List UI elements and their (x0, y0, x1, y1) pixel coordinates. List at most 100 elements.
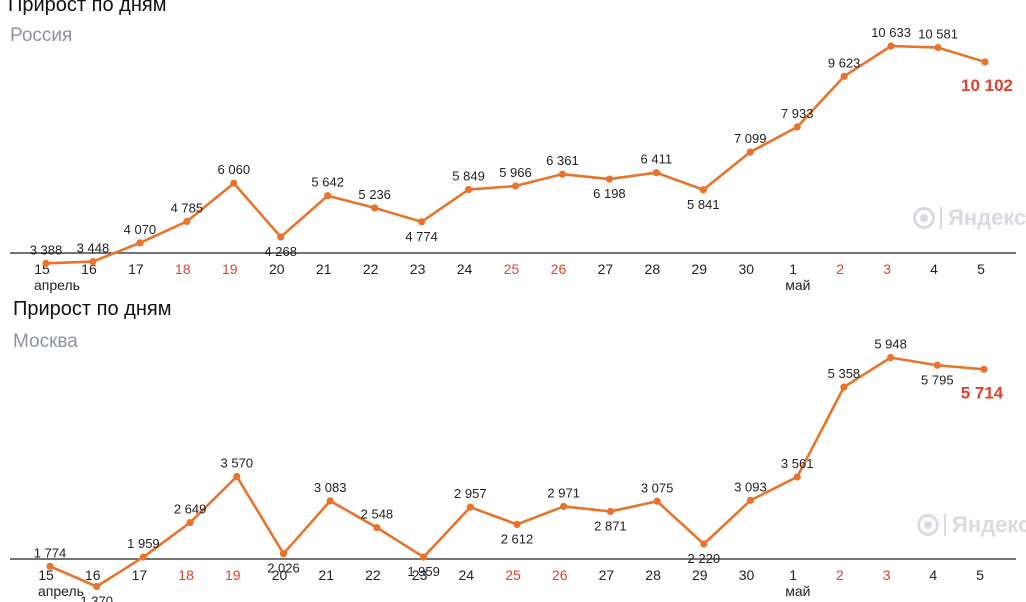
data-point (653, 497, 661, 505)
month-label: май (785, 277, 810, 293)
data-point (513, 520, 521, 528)
data-label: 6 060 (218, 162, 251, 177)
data-point (652, 169, 660, 177)
data-label: 2 612 (501, 531, 534, 546)
x-tick-label: 21 (318, 567, 334, 583)
data-label: 5 642 (311, 175, 344, 190)
x-tick-label: 17 (128, 261, 144, 277)
data-point (277, 233, 285, 241)
data-label: 4 774 (405, 229, 438, 244)
x-tick-label: 2 (836, 567, 844, 583)
line-chart-russia: 15 16 17 18 19 20 21 22 23 24 25 26 27 28 29 30 1 2 3 4 5апр… (10, 25, 1016, 293)
data-label: 5 795 (921, 372, 954, 387)
data-point (371, 204, 379, 212)
data-label: 2 026 (267, 561, 300, 576)
x-tick-label: 26 (551, 261, 567, 277)
data-point (466, 503, 474, 511)
data-label: 1 774 (34, 545, 67, 560)
data-label: 5 948 (874, 337, 907, 352)
month-label: май (785, 583, 810, 599)
x-tick-label: 3 (883, 567, 891, 583)
x-tick-label: 1 (789, 261, 797, 277)
yandex-watermark: Яндекс (913, 205, 1026, 231)
x-tick-label: 28 (645, 567, 661, 583)
x-tick-label: 27 (599, 567, 615, 583)
x-tick-label: 3 (883, 261, 891, 277)
x-tick-label: 25 (504, 261, 520, 277)
data-point (840, 383, 848, 391)
data-label: 10 633 (871, 25, 911, 40)
data-label: 3 083 (314, 480, 347, 495)
data-point (793, 473, 801, 481)
chart-panel-russia: Прирост по дням Россия Яндекс 15 16 17 18 19… (0, 0, 1026, 300)
data-point (933, 361, 941, 369)
data-label: 2 971 (547, 485, 580, 500)
x-tick-label: 1 (789, 567, 797, 583)
x-tick-label: 19 (222, 261, 238, 277)
x-tick-label: 5 (976, 567, 984, 583)
x-tick-label: 17 (132, 567, 148, 583)
watermark-divider (940, 207, 942, 229)
data-point (324, 192, 332, 200)
data-point (89, 257, 97, 266)
data-label: 3 448 (77, 241, 110, 256)
data-label: 2 220 (688, 551, 721, 566)
data-label: 10 102 (961, 76, 1013, 95)
data-label: 2 548 (361, 507, 394, 522)
data-label: 3 570 (221, 456, 254, 471)
x-tick-label: 19 (225, 567, 241, 583)
x-tick-label: 20 (269, 261, 285, 277)
data-label: 6 411 (641, 152, 673, 167)
data-point (558, 170, 567, 178)
data-label: 10 581 (918, 27, 958, 42)
chart-subtitle: Россия (10, 25, 73, 46)
data-label: 5 841 (687, 197, 720, 212)
x-tick-label: 28 (645, 261, 661, 277)
data-label: 3 561 (781, 456, 814, 471)
data-point (186, 518, 194, 527)
month-label: апрель (34, 277, 80, 293)
data-point (418, 218, 426, 226)
data-label: 5 236 (358, 187, 391, 202)
data-point (139, 553, 147, 561)
x-tick-label: 27 (598, 261, 614, 277)
data-point (560, 502, 568, 511)
x-tick-label: 25 (505, 567, 521, 583)
series-line (49, 356, 985, 588)
data-label: 4 070 (124, 222, 157, 237)
x-tick-label: 16 (85, 567, 101, 583)
data-label: 6 198 (593, 186, 626, 201)
x-tick-label: 18 (175, 261, 191, 277)
data-point (934, 43, 942, 52)
data-point (93, 582, 101, 591)
chart-panel-moscow: Прирост по дням Москва Яндекс 15 16 17 18 19… (0, 298, 1026, 602)
data-label: 1 959 (127, 536, 160, 551)
data-label: 2 871 (594, 518, 627, 533)
data-point (279, 550, 288, 558)
month-label: апрель (38, 583, 84, 599)
x-tick-label: 22 (363, 261, 379, 277)
x-tick-label: 4 (930, 261, 938, 277)
data-point (373, 524, 381, 532)
data-point (840, 72, 848, 80)
x-tick-label: 23 (412, 567, 428, 583)
x-tick-label: 2 (836, 261, 844, 277)
data-point (230, 179, 238, 187)
data-point (699, 186, 707, 194)
chart-title: Прирост по дням (13, 298, 172, 320)
data-point (605, 175, 614, 183)
chart-subtitle: Москва (13, 331, 78, 352)
data-point (511, 182, 520, 190)
data-point (887, 354, 895, 362)
x-tick-label: 26 (552, 567, 568, 583)
data-point (980, 365, 988, 373)
yandex-logo-icon (913, 207, 935, 229)
data-label: 5 714 (961, 383, 1004, 402)
data-point (233, 472, 241, 481)
data-label: 1 959 (407, 564, 440, 579)
data-label: 7 099 (734, 131, 767, 146)
data-point (326, 497, 334, 505)
x-tick-label: 22 (365, 567, 381, 583)
data-point (420, 553, 428, 561)
data-label: 3 075 (641, 480, 674, 495)
